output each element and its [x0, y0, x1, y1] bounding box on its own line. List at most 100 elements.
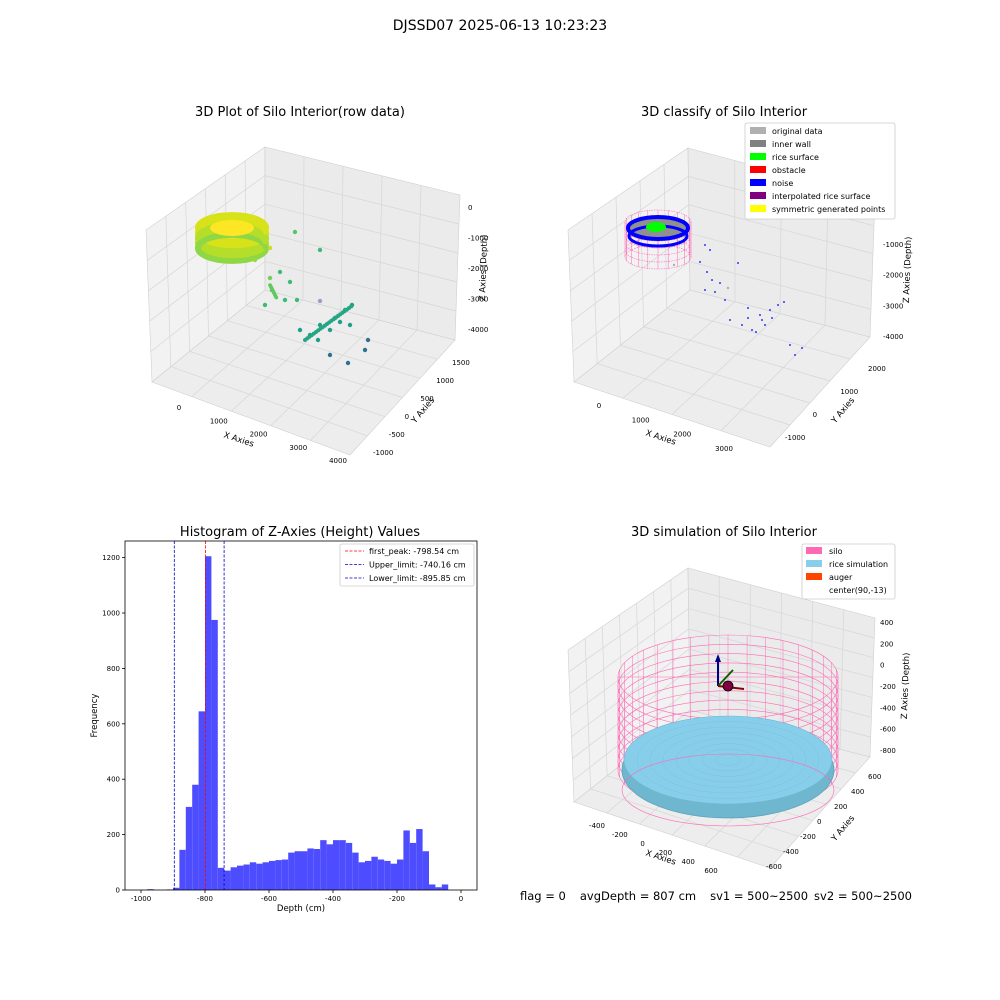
plot3-legend-box	[339, 543, 475, 587]
plot2-original-point	[726, 286, 730, 290]
plot2-z-tick-label: -2000	[883, 272, 903, 280]
plot1-z-tick-label: 0	[468, 204, 472, 212]
plot2-legend: original data inner wall rice surface obsta…	[744, 122, 896, 220]
plot4-legend-label: center(90,-13)	[829, 586, 887, 595]
plot2-noise-point	[771, 317, 773, 319]
plot2-grid-y	[591, 213, 791, 426]
plot1-point	[262, 302, 268, 308]
plot1-point	[262, 234, 269, 241]
plot2-title: 3D classify of Silo Interior	[641, 105, 808, 120]
plot1-point	[252, 257, 258, 263]
plot2-x-tick-label: 1000	[632, 416, 650, 424]
plot4-center-point	[722, 680, 734, 692]
plot3-bar	[320, 840, 327, 890]
plot3-bar	[205, 556, 212, 890]
plot1-y-tick-label: 0	[405, 413, 409, 421]
plot4-rice-mesh-ring	[701, 748, 755, 772]
plot1-point	[315, 337, 321, 343]
plot1-point	[262, 244, 269, 251]
plot1-x-tick-label: 1000	[210, 417, 228, 425]
plot2-legend-swatch	[750, 153, 766, 160]
plot4-z-tick-label: 400	[880, 619, 893, 627]
plot1-point	[345, 360, 351, 366]
plot1-z-tick-label: -2000	[468, 265, 488, 273]
plot2-legend-label: obstacle	[772, 166, 806, 175]
plot4-grid-z	[568, 587, 875, 673]
plot3-bar	[339, 840, 346, 890]
plot3-legend-label: Upper_limit: -740.16 cm	[369, 561, 466, 570]
plot4-auger-marker	[715, 654, 745, 692]
plot2-3d-axes: 0100020003000-10000100020000-1000-2000-3…	[567, 122, 914, 453]
plot1-point	[277, 269, 283, 275]
plot1-point	[297, 327, 303, 333]
plot3-bar	[377, 859, 385, 890]
plot1-point	[262, 239, 269, 246]
plot1-y-tick-label: 1000	[436, 377, 454, 385]
flag-text: flag = 0	[520, 889, 566, 903]
plot2-legend-swatch	[750, 166, 766, 173]
plot4-x-tick-label: 600	[704, 867, 717, 875]
plot2-legend-box	[744, 122, 896, 220]
plot3-bar	[179, 849, 186, 890]
plot2-legend-swatch	[750, 140, 766, 147]
plot2-noise-point	[751, 329, 753, 331]
plot2-grid-x	[622, 160, 736, 399]
plot3-x-tick-label: -800	[197, 895, 213, 903]
plot2-legend-swatch	[750, 192, 766, 199]
plot1-x-tick-label: 4000	[329, 457, 347, 465]
plot1-x-tick-label: 2000	[250, 431, 268, 439]
plot4-z-tick-label: -400	[880, 704, 896, 712]
plot1-point	[317, 298, 323, 304]
plot3-bar	[371, 856, 378, 890]
plot3-bar	[409, 842, 417, 890]
plot1-z-tick-label: -1000	[468, 235, 488, 243]
plot4-grid-z	[569, 608, 874, 694]
plot1-grid-y	[185, 202, 386, 417]
plot3-x-tick-label: -200	[389, 895, 405, 903]
plot2-noise-point	[711, 279, 713, 281]
plot3-bar	[301, 851, 308, 890]
plot1-point	[274, 295, 279, 300]
plot3-y-tick-label: 600	[107, 720, 120, 728]
plot2-legend-swatch	[750, 179, 766, 186]
plot4-grid-z	[572, 689, 871, 781]
plot3-bar	[224, 870, 231, 890]
plot2-noise-point	[737, 262, 739, 264]
plot3-bar	[275, 860, 282, 890]
plot3-histogram: -1000 -800 -600 -400 -200 0 0 200 400 600 800 1000 1…	[90, 540, 478, 914]
plot1-point	[349, 304, 354, 309]
plot4-axis-y-arrow	[717, 669, 734, 687]
plot4-title: 3D simulation of Silo Interior	[631, 525, 818, 540]
plot4-y-label: Y Axies	[829, 813, 857, 844]
plot3-bar	[281, 859, 289, 890]
plot4-legend-swatch	[806, 586, 822, 593]
plot3-bar	[192, 784, 199, 890]
plot3-bar	[249, 862, 257, 890]
plot4-legend-swatch	[806, 560, 822, 567]
plot2-grid-y	[615, 197, 811, 404]
plot2-noise-point	[709, 249, 711, 251]
plot4-legend-label: rice simulation	[829, 560, 888, 569]
plot3-bar	[358, 862, 365, 890]
plot2-noise-point	[755, 331, 757, 333]
plot3-frame	[124, 540, 478, 891]
plot4-y-tick-label: 600	[868, 773, 881, 781]
plot2-noise-point	[769, 309, 771, 311]
plot4-legend-label: auger	[829, 573, 853, 582]
plot4-y-tick-label: -400	[783, 848, 799, 856]
plot1-x-tick-label: 0	[177, 404, 181, 412]
plot2-noise-point	[794, 354, 796, 356]
plot2-z-tick-label: -1000	[883, 241, 903, 249]
plot1-y-tick-label: 500	[420, 395, 433, 403]
plot4-rice-mesh-ring	[688, 743, 768, 777]
plot3-x-tick-label: -1000	[131, 895, 151, 903]
avg-depth-text: avgDepth = 807 cm	[579, 889, 697, 903]
plot3-bar	[173, 887, 180, 890]
plot1-point	[327, 352, 333, 358]
plot4-x-tick-label: -200	[612, 831, 628, 839]
plot3-bar	[185, 806, 193, 890]
plot4-x-tick-label: 200	[659, 849, 672, 857]
plot2-y-tick-label: 1000	[840, 388, 858, 396]
plot3-y-label: Frequency	[90, 694, 100, 738]
plot2-noise-point	[764, 324, 766, 326]
